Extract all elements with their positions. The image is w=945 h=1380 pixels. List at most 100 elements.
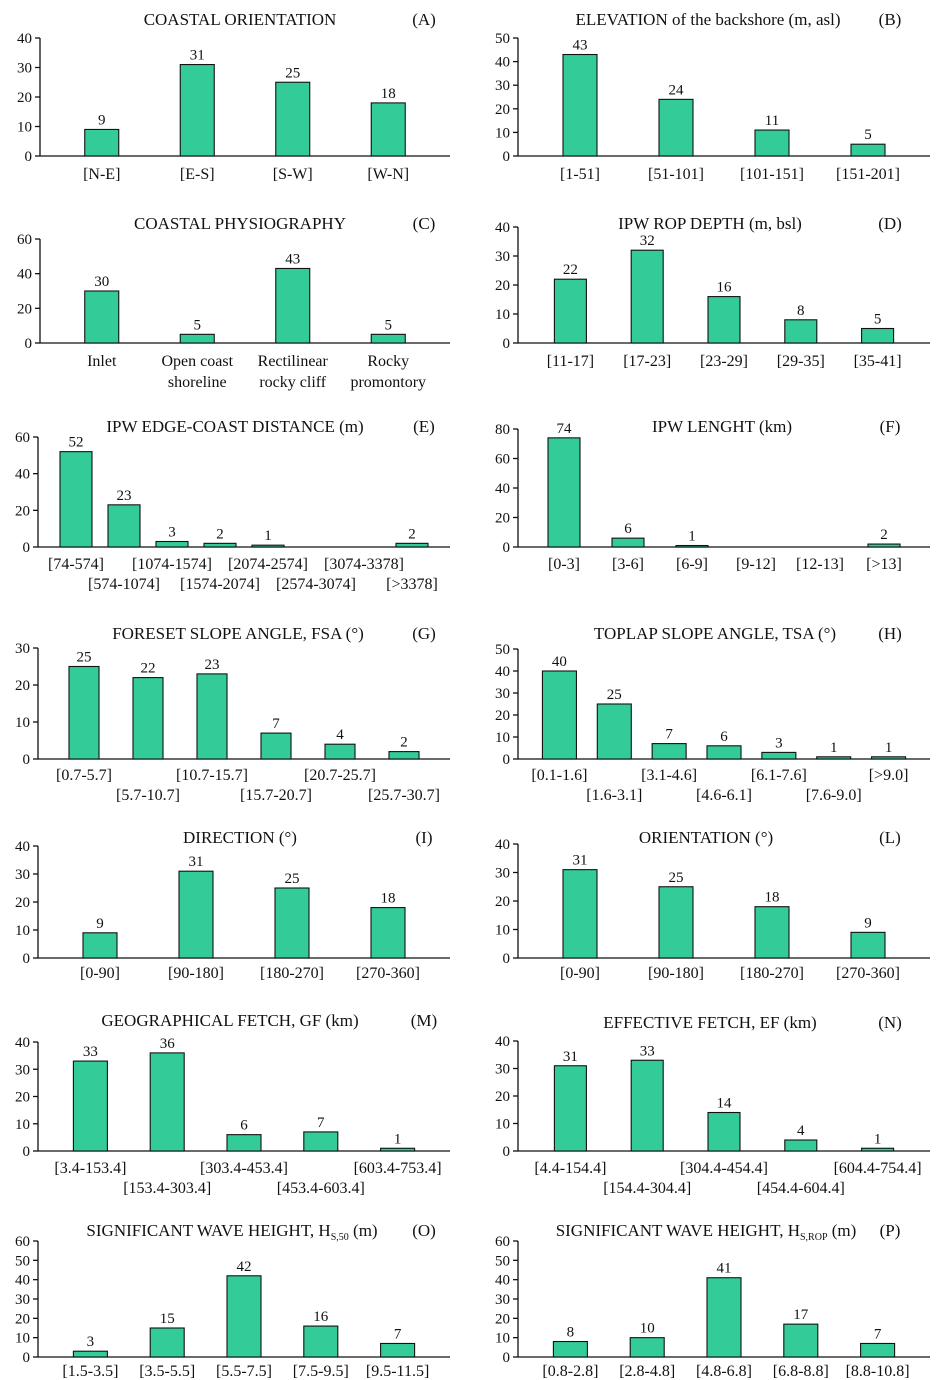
y-tick-label: 30 — [495, 249, 510, 265]
bar — [658, 886, 694, 959]
panel-letter: (A) — [412, 10, 436, 29]
bar — [226, 1275, 262, 1358]
panel-letter: (L) — [879, 828, 901, 847]
category-label: [51-101] — [648, 166, 704, 183]
bar — [132, 677, 164, 760]
chart-title: ELEVATION of the backshore (m, asl) — [575, 10, 840, 29]
y-tick-label: 30 — [495, 78, 510, 94]
chart-title: TOPLAP SLOPE ANGLE, TSA (°) — [594, 624, 836, 643]
y-tick-label: 10 — [495, 730, 510, 746]
y-tick-label: 0 — [503, 951, 511, 967]
y-tick-label: 40 — [17, 267, 32, 283]
category-label: [2074-2574] — [228, 556, 308, 573]
data-label: 25 — [285, 871, 300, 887]
category-label: [0-90] — [80, 965, 120, 982]
y-tick-label: 50 — [15, 1253, 30, 1269]
bar — [155, 540, 189, 548]
data-label: 24 — [669, 82, 685, 98]
bar — [541, 670, 577, 760]
data-label: 1 — [264, 528, 272, 544]
category-label: [1574-2074] — [180, 576, 260, 593]
y-tick-label: 10 — [495, 1117, 510, 1133]
panel-letter: (F) — [880, 417, 901, 436]
data-label: 3 — [87, 1334, 95, 1350]
data-label: 7 — [272, 716, 280, 732]
data-label: 6 — [240, 1118, 248, 1134]
category-label: [604.4-754.4] — [834, 1160, 922, 1177]
category-label: [4.8-6.8] — [696, 1363, 752, 1380]
bar — [562, 53, 598, 157]
category-label: [0.8-2.8] — [542, 1363, 598, 1380]
bar — [380, 1342, 416, 1358]
panel-letter: (O) — [412, 1221, 436, 1240]
data-label: 1 — [885, 740, 893, 756]
chart-title: SIGNIFICANT WAVE HEIGHT, HS,50 (m) — [86, 1221, 377, 1243]
category-label: [>3378] — [386, 576, 438, 593]
y-tick-label: 60 — [495, 1234, 510, 1250]
category-label: [0-90] — [560, 965, 600, 982]
bar — [370, 333, 406, 344]
category-label: [3.1-4.6] — [641, 767, 697, 784]
data-label: 1 — [830, 740, 838, 756]
bar — [867, 543, 901, 548]
y-tick-label: 60 — [15, 430, 30, 446]
chart-panel-a: COASTAL ORIENTATION (A) 0 10 20 30 40 9 [N-E] 31 [… — [17, 10, 450, 183]
data-label: 9 — [98, 112, 106, 128]
bar — [706, 1277, 742, 1358]
chart-panel-h: TOPLAP SLOPE ANGLE, TSA (°) (H) 0 10 20 30 40 5… — [495, 624, 930, 804]
y-tick-label: 60 — [15, 1234, 30, 1250]
data-label: 74 — [557, 421, 573, 437]
data-label: 33 — [83, 1044, 98, 1060]
category-label: [3074-3378] — [324, 556, 404, 573]
bar — [303, 1131, 339, 1152]
chart-panel-p: SIGNIFICANT WAVE HEIGHT, HS,ROP (m) (P) 0 1… — [495, 1221, 930, 1380]
data-label: 42 — [237, 1259, 252, 1275]
y-tick-label: 30 — [15, 641, 30, 657]
data-label: 3 — [775, 735, 783, 751]
category-label: [270-360] — [356, 965, 420, 982]
category-label: [153.4-303.4] — [123, 1180, 211, 1197]
y-tick-label: 50 — [495, 1253, 510, 1269]
chart-panel-d: IPW ROP DEPTH (m, bsl) (D) 0 10 20 30 40 22 [11-… — [495, 214, 930, 370]
y-tick-label: 20 — [15, 1311, 30, 1327]
data-label: 25 — [285, 65, 300, 81]
bar — [149, 1327, 185, 1358]
data-label: 31 — [573, 853, 588, 869]
category-label: [1074-1574] — [132, 556, 212, 573]
data-label: 1 — [688, 529, 696, 545]
data-label: 2 — [880, 527, 888, 543]
y-tick-label: 0 — [25, 336, 33, 352]
data-label: 14 — [717, 1096, 733, 1112]
bar — [274, 887, 310, 959]
y-tick-label: 20 — [15, 503, 30, 519]
data-label: 2 — [400, 735, 408, 751]
panel-letter: (B) — [879, 10, 902, 29]
category-label: Rocky promontory — [350, 353, 426, 391]
data-label: 9 — [96, 916, 104, 932]
category-label: [2.8-4.8] — [619, 1363, 675, 1380]
bar — [178, 870, 214, 959]
bar — [850, 931, 886, 959]
data-label: 52 — [69, 435, 84, 451]
y-tick-label: 20 — [17, 301, 32, 317]
bar — [629, 1337, 665, 1358]
bar — [395, 542, 429, 548]
bar — [380, 1147, 416, 1152]
category-label: [15.7-20.7] — [240, 787, 312, 804]
category-label: [0-3] — [548, 556, 580, 573]
y-tick-label: 20 — [495, 894, 510, 910]
y-tick-label: 30 — [495, 686, 510, 702]
y-tick-label: 0 — [503, 752, 511, 768]
bar — [552, 1340, 588, 1358]
bar — [707, 1111, 741, 1152]
data-label: 6 — [720, 729, 728, 745]
data-label: 22 — [563, 262, 578, 278]
bar — [260, 732, 292, 760]
category-label: Open coast shoreline — [161, 353, 233, 391]
bar — [761, 751, 797, 760]
category-label: [180-270] — [260, 965, 324, 982]
category-label: [3.4-153.4] — [54, 1160, 126, 1177]
category-label: [6.1-7.6] — [751, 767, 807, 784]
y-tick-label: 30 — [17, 61, 32, 77]
chart-title: FORESET SLOPE ANGLE, FSA (°) — [112, 624, 364, 643]
